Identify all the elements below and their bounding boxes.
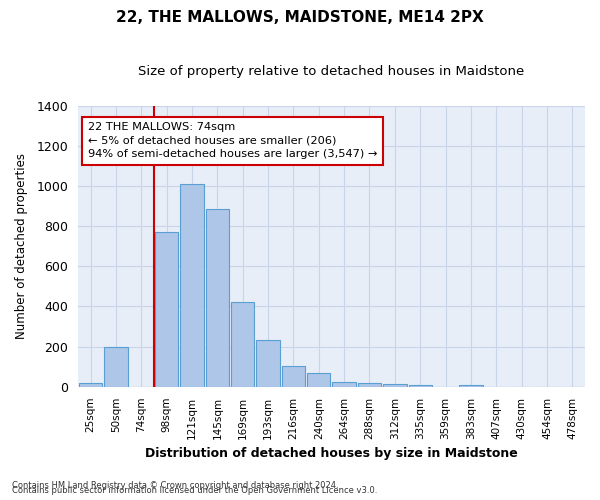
Text: 22 THE MALLOWS: 74sqm
← 5% of detached houses are smaller (206)
94% of semi-deta: 22 THE MALLOWS: 74sqm ← 5% of detached h…	[88, 122, 377, 159]
Bar	[409, 385, 432, 387]
X-axis label: Distribution of detached houses by size in Maidstone: Distribution of detached houses by size …	[145, 447, 518, 460]
Title: Size of property relative to detached houses in Maidstone: Size of property relative to detached ho…	[139, 65, 524, 78]
Bar	[104, 346, 128, 387]
Bar	[307, 373, 331, 387]
Text: Contains HM Land Registry data © Crown copyright and database right 2024.: Contains HM Land Registry data © Crown c…	[12, 481, 338, 490]
Bar	[79, 383, 102, 387]
Bar	[155, 232, 178, 387]
Bar	[206, 209, 229, 387]
Bar	[459, 385, 482, 387]
Bar	[383, 384, 407, 387]
Bar	[231, 302, 254, 387]
Bar	[332, 382, 356, 387]
Bar	[358, 383, 381, 387]
Bar	[282, 366, 305, 387]
Text: Contains public sector information licensed under the Open Government Licence v3: Contains public sector information licen…	[12, 486, 377, 495]
Bar	[256, 340, 280, 387]
Bar	[181, 184, 203, 387]
Text: 22, THE MALLOWS, MAIDSTONE, ME14 2PX: 22, THE MALLOWS, MAIDSTONE, ME14 2PX	[116, 10, 484, 25]
Y-axis label: Number of detached properties: Number of detached properties	[15, 153, 28, 339]
